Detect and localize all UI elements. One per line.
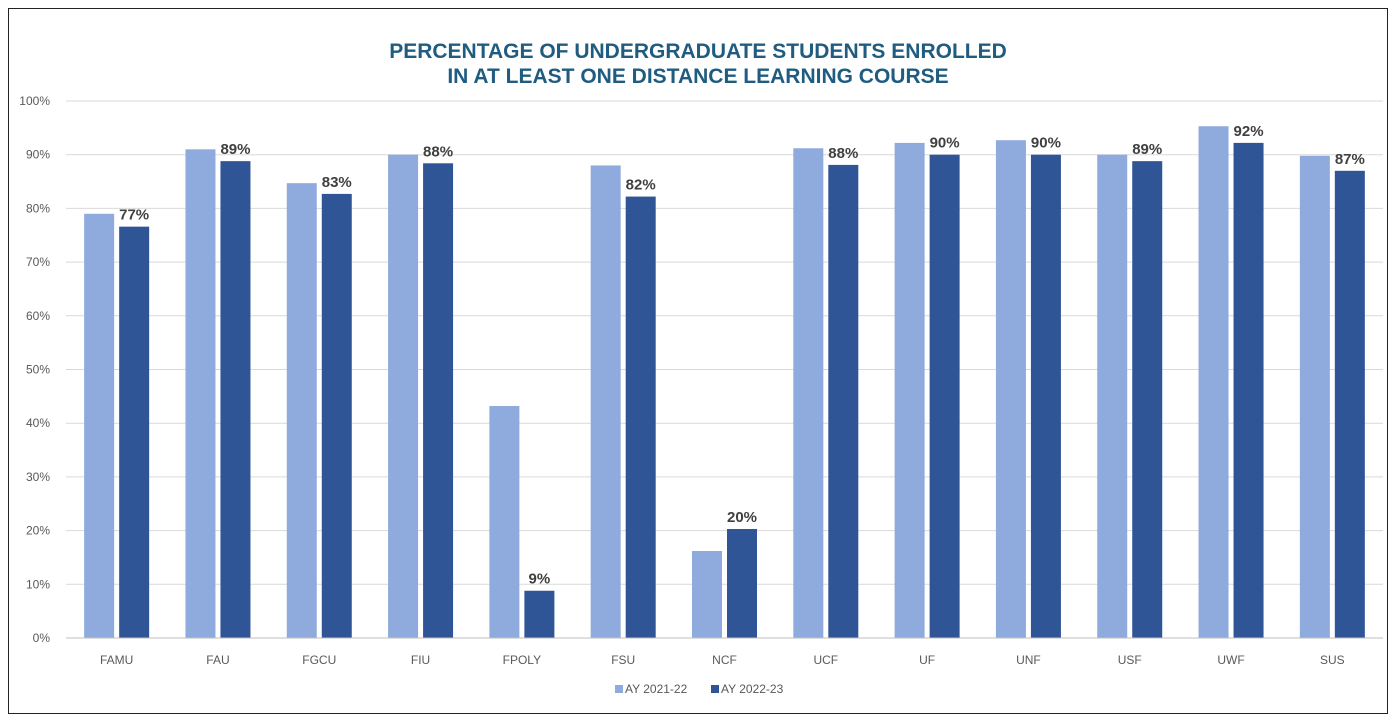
chart-title-line-2: IN AT LEAST ONE DISTANCE LEARNING COURSE xyxy=(447,65,949,88)
bar-fgcu-2021-22 xyxy=(286,183,317,638)
bar-ncf-2021-22 xyxy=(692,551,722,638)
bar-fgcu-2022-23 xyxy=(321,193,352,638)
chart-title: PERCENTAGE OF UNDERGRADUATE STUDENTS ENR… xyxy=(9,39,1387,89)
bar-fau-2021-22 xyxy=(185,149,216,638)
y-tick-label: 50% xyxy=(26,363,50,377)
bar-uf-2022-23 xyxy=(929,154,960,638)
bar-fiu-2022-23 xyxy=(423,163,454,639)
bar-uwf-2022-23 xyxy=(1233,142,1264,639)
data-label: 87% xyxy=(1335,151,1365,168)
y-tick-label: 60% xyxy=(26,309,50,323)
x-tick-label: FAMU xyxy=(100,653,133,667)
legend-swatch xyxy=(711,685,719,693)
x-tick-label: UWF xyxy=(1217,653,1244,667)
y-tick-label: 70% xyxy=(26,255,50,269)
y-tick-label: 40% xyxy=(26,416,50,430)
bar-unf-2022-23 xyxy=(1030,154,1061,638)
bar-uwf-2021-22 xyxy=(1198,126,1229,638)
x-tick-label: FPOLY xyxy=(503,653,541,667)
bar-sus-2021-22 xyxy=(1299,155,1330,639)
data-label: 20% xyxy=(727,509,757,526)
y-tick-label: 10% xyxy=(26,577,50,591)
chart-frame: PERCENTAGE OF UNDERGRADUATE STUDENTS ENR… xyxy=(8,8,1388,714)
bar-fiu-2021-22 xyxy=(388,154,419,638)
data-label: 88% xyxy=(828,145,858,162)
chart-title-line-1: PERCENTAGE OF UNDERGRADUATE STUDENTS ENR… xyxy=(389,40,1007,63)
x-tick-label: FGCU xyxy=(302,653,336,667)
bar-usf-2021-22 xyxy=(1097,154,1128,638)
bar-unf-2021-22 xyxy=(995,140,1026,639)
data-label: 83% xyxy=(322,174,352,191)
bar-ncf-2022-23 xyxy=(727,528,757,638)
y-tick-label: 90% xyxy=(26,148,50,162)
data-label: 89% xyxy=(1132,141,1162,158)
y-tick-label: 20% xyxy=(26,524,50,538)
data-label: 92% xyxy=(1234,123,1264,140)
x-tick-label: UNF xyxy=(1016,653,1041,667)
x-tick-label: FSU xyxy=(611,653,635,667)
x-tick-label: UF xyxy=(919,653,935,667)
x-tick-label: UCF xyxy=(813,653,838,667)
x-tick-label: NCF xyxy=(712,653,737,667)
data-label: 82% xyxy=(626,177,656,194)
bar-ucf-2022-23 xyxy=(828,164,859,638)
legend-swatch xyxy=(615,685,623,693)
bar-uf-2021-22 xyxy=(894,142,925,639)
y-tick-label: 100% xyxy=(19,94,50,108)
bar-ucf-2021-22 xyxy=(793,148,824,639)
x-tick-label: FAU xyxy=(206,653,229,667)
data-label: 90% xyxy=(930,135,960,152)
data-label: 90% xyxy=(1031,135,1061,152)
x-tick-label: USF xyxy=(1118,653,1142,667)
data-label: 77% xyxy=(119,207,149,224)
data-label: 89% xyxy=(220,141,250,158)
legend-label: AY 2021-22 xyxy=(625,682,688,696)
bar-chart: 0% 10% 20% 30% 40% 50% 60% 70% 80% 90% 100% 77% FAMU… xyxy=(19,94,1383,696)
y-tick-label: 80% xyxy=(26,201,50,215)
x-tick-label: SUS xyxy=(1320,653,1345,667)
bar-famu-2021-22 xyxy=(84,213,115,638)
x-tick-label: FIU xyxy=(411,653,430,667)
data-label: 88% xyxy=(423,143,453,160)
bar-usf-2022-23 xyxy=(1132,161,1163,639)
y-tick-label: 30% xyxy=(26,470,50,484)
bar-sus-2022-23 xyxy=(1334,170,1365,638)
bar-fau-2022-23 xyxy=(220,161,251,639)
bar-fpoly-2022-23 xyxy=(524,590,555,638)
bar-fsu-2022-23 xyxy=(625,196,656,638)
bar-fsu-2021-22 xyxy=(590,165,621,638)
data-label: 9% xyxy=(529,571,551,588)
bar-famu-2022-23 xyxy=(119,226,150,638)
legend-label: AY 2022-23 xyxy=(721,682,784,696)
bar-fpoly-2021-22 xyxy=(489,406,520,638)
y-tick-label: 0% xyxy=(33,631,51,645)
